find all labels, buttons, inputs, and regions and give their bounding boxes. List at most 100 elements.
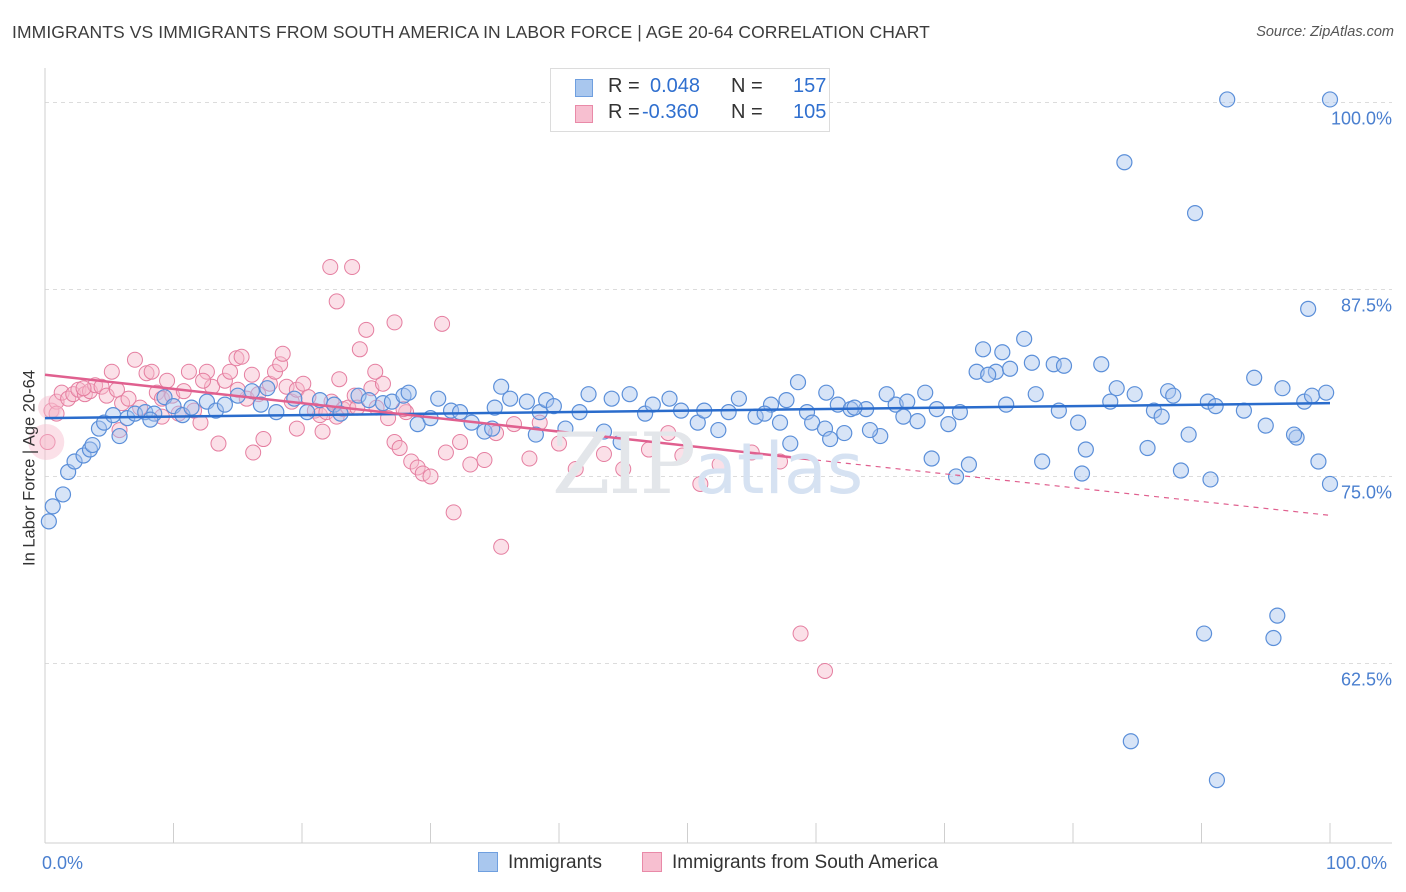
scatter-point-immigrants [1153,408,1170,425]
scatter-point-immigrants [994,344,1011,361]
scatter-point-immigrants [259,380,276,397]
scatter-point-south-america [261,375,278,392]
scatter-point-immigrants [400,384,417,401]
scatter-point-immigrants [1077,441,1094,458]
trendline-immigrants [44,401,1331,420]
scatter-point-south-america [434,315,451,332]
scatter-point-immigrants [395,387,412,404]
scatter-point-south-america [98,387,115,404]
scatter-point-immigrants [782,435,799,452]
scatter-point-immigrants [710,421,727,439]
scatter-point-immigrants [730,390,748,407]
scatter-point-south-america [403,453,420,470]
scatter-point-immigrants [299,404,316,421]
scatter-point-south-america [274,345,291,362]
scatter-point-immigrants [216,396,233,413]
scatter-point-immigrants [1303,387,1321,404]
scatter-point-immigrants [878,386,895,403]
scatter-point-south-america [222,363,239,380]
scatter-point-immigrants [502,390,519,407]
scatter-point-immigrants [861,421,879,439]
scatter-point-immigrants [580,386,597,403]
legend-n-value: 157 [793,75,827,97]
scatter-point-immigrants [75,447,92,464]
scatter-point-immigrants [1023,354,1040,371]
scatter-point-immigrants [778,392,795,409]
scatter-point-south-america [111,422,128,439]
scatter-point-south-america [551,435,567,452]
legend-r-value: 0.048 [650,75,701,97]
scatter-point-south-america [462,456,479,473]
scatter-point-immigrants [1208,772,1226,789]
scatter-point-immigrants [493,378,510,395]
scatter-point-immigrants [183,399,200,416]
scatter-point-south-america [331,371,348,388]
scatter-point-immigrants [836,424,853,442]
scatter-point-immigrants [350,387,367,404]
scatter-point-south-america [60,390,77,407]
scatter-point-south-america [437,444,454,461]
scatter-point-south-america [120,390,137,407]
scatter-point-immigrants [1073,465,1091,482]
scatter-point-immigrants [974,341,992,358]
legend-row-south-america: R = -0.360 N = 105 [575,101,827,129]
scatter-point-south-america [198,363,215,380]
scatter-point-south-america [506,416,523,433]
scatter-point-immigrants [430,390,447,407]
scatter-point-immigrants [917,384,934,401]
scatter-point-south-america [153,390,170,407]
bottom-legend-swatch-pink [642,852,662,872]
scatter-point-south-america [28,424,65,461]
scatter-point-immigrants [1016,330,1033,347]
scatter-point-south-america [243,366,260,383]
scatter-point-immigrants [818,384,835,401]
scatter-point-immigrants [1219,91,1236,108]
scatter-point-immigrants [40,513,57,530]
scatter-point-south-america [278,378,295,395]
scatter-point-immigrants [923,450,940,467]
scatter-point-south-america [367,363,384,380]
scatter-point-immigrants [1207,398,1224,415]
scatter-point-immigrants [1186,205,1204,222]
scatter-point-immigrants [518,393,535,410]
scatter-point-immigrants [1321,91,1339,108]
scatter-point-immigrants [1034,453,1051,470]
scatter-point-south-america [445,504,462,521]
scatter-point-immigrants [105,407,122,424]
scatter-point-south-america [595,446,612,463]
scatter-point-immigrants [54,486,72,503]
scatter-point-south-america [422,468,439,485]
bottom-legend-south-america: Immigrants from South America [642,852,938,876]
scatter-point-south-america [143,363,160,380]
trendline-south-america-projection [815,459,1331,516]
scatter-point-immigrants [1172,462,1190,479]
scatter-point-immigrants [960,456,978,473]
scatter-point-immigrants [1027,386,1044,403]
scatter-point-immigrants [928,401,945,418]
correlation-legend: R = 0.048 N = 157 R = -0.360 N = 105 [550,68,830,132]
scatter-point-immigrants [1300,300,1317,317]
scatter-point-immigrants [1139,439,1156,457]
scatter-point-south-america [692,475,709,492]
scatter-point-immigrants [1285,426,1303,443]
scatter-point-immigrants [1274,380,1291,397]
scatter-point-immigrants [771,414,789,431]
scatter-point-immigrants [1318,384,1335,401]
scatter-point-south-america [233,348,250,365]
scatter-point-south-america [255,431,272,448]
scatter-point-south-america [772,453,789,470]
scatter-point-south-america [521,450,538,467]
scatter-point-immigrants [1116,154,1133,171]
bottom-legend-label: Immigrants [508,852,602,873]
scatter-point-immigrants [1265,629,1282,647]
scatter-point-immigrants [1180,426,1197,443]
legend-n-label: N = [731,101,763,123]
scatter-point-south-america [272,356,289,373]
x-tick-min: 0.0% [42,853,84,873]
scatter-point-immigrants [66,453,83,470]
scatter-point-south-america [216,372,233,389]
scatter-point-south-america [245,444,262,461]
scatter-point-immigrants [603,390,620,407]
legend-n-value: 105 [793,101,827,123]
